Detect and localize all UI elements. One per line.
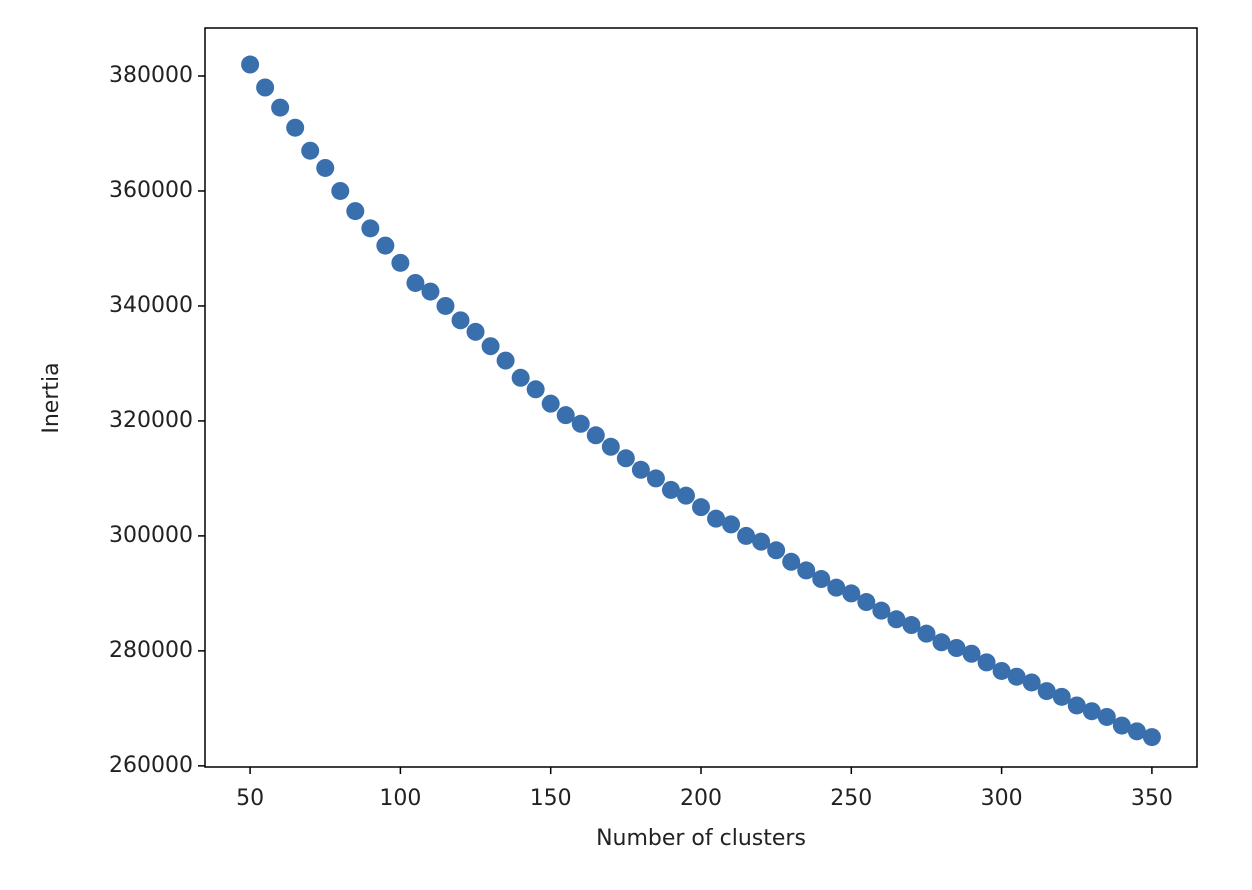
point bbox=[707, 509, 726, 528]
point bbox=[676, 486, 695, 505]
point bbox=[661, 480, 680, 499]
point bbox=[962, 644, 981, 663]
point bbox=[1067, 696, 1086, 715]
point bbox=[481, 337, 500, 356]
point bbox=[842, 584, 861, 603]
plot-frame bbox=[204, 27, 1198, 768]
point bbox=[361, 219, 380, 238]
point bbox=[1007, 667, 1026, 686]
point bbox=[1142, 728, 1161, 747]
point bbox=[827, 578, 846, 597]
point bbox=[1052, 687, 1071, 706]
x-axis-label: Number of clusters bbox=[596, 826, 806, 851]
point bbox=[812, 570, 831, 589]
point bbox=[376, 236, 395, 255]
point bbox=[301, 141, 320, 160]
point bbox=[1022, 673, 1041, 692]
point bbox=[917, 624, 936, 643]
point bbox=[316, 158, 335, 177]
point bbox=[421, 282, 440, 301]
point bbox=[601, 437, 620, 456]
point bbox=[902, 616, 921, 635]
point bbox=[692, 498, 710, 517]
point bbox=[556, 406, 575, 425]
point bbox=[752, 532, 771, 551]
point bbox=[1037, 682, 1056, 701]
y-tick-label: 300000 bbox=[109, 523, 193, 548]
point bbox=[646, 469, 665, 488]
point bbox=[631, 460, 650, 479]
point bbox=[466, 322, 485, 341]
point bbox=[857, 593, 876, 612]
point bbox=[586, 426, 605, 445]
point bbox=[436, 296, 455, 315]
point bbox=[526, 380, 545, 399]
point bbox=[947, 639, 966, 658]
y-tick-label: 340000 bbox=[109, 293, 193, 318]
point bbox=[331, 181, 350, 200]
y-axis-label: Inertia bbox=[39, 362, 64, 433]
x-tick-label: 350 bbox=[1131, 786, 1173, 811]
point bbox=[271, 98, 290, 117]
point bbox=[992, 661, 1011, 680]
point bbox=[511, 368, 530, 387]
y-tick-label: 360000 bbox=[109, 178, 193, 203]
y-tick-label: 280000 bbox=[109, 638, 193, 663]
point bbox=[737, 526, 756, 545]
point bbox=[406, 273, 425, 292]
point bbox=[541, 394, 560, 413]
y-tick-label: 380000 bbox=[109, 63, 193, 88]
x-tick-label: 100 bbox=[379, 786, 421, 811]
x-tick-label: 250 bbox=[830, 786, 872, 811]
point bbox=[571, 414, 590, 433]
point bbox=[1127, 722, 1146, 741]
point bbox=[1097, 707, 1116, 726]
point bbox=[797, 561, 816, 580]
point bbox=[616, 449, 635, 468]
point bbox=[1082, 702, 1101, 721]
x-tick-label: 200 bbox=[680, 786, 722, 811]
point bbox=[451, 311, 470, 330]
point bbox=[887, 610, 906, 629]
point bbox=[932, 633, 951, 652]
y-tick-label: 260000 bbox=[109, 753, 193, 778]
point bbox=[286, 118, 305, 137]
point bbox=[722, 515, 741, 534]
point bbox=[872, 601, 891, 620]
point bbox=[767, 541, 786, 560]
point bbox=[346, 202, 365, 221]
point bbox=[977, 653, 996, 672]
x-tick-label: 50 bbox=[236, 786, 264, 811]
point bbox=[391, 253, 410, 272]
point bbox=[496, 351, 515, 370]
x-tick-label: 150 bbox=[530, 786, 572, 811]
x-tick-label: 300 bbox=[981, 786, 1023, 811]
point bbox=[1112, 716, 1131, 735]
point bbox=[782, 552, 801, 571]
point bbox=[256, 78, 275, 97]
y-tick-label: 320000 bbox=[109, 408, 193, 433]
point bbox=[241, 55, 260, 74]
